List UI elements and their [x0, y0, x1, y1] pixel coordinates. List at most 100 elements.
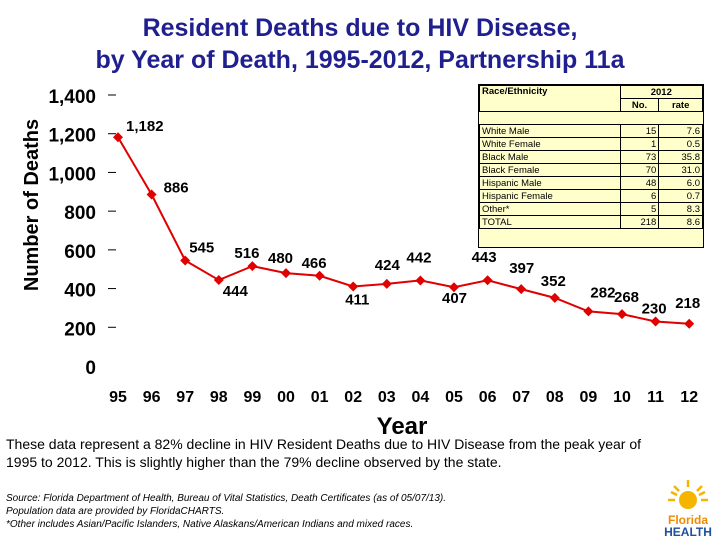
data-point [281, 268, 291, 279]
x-tick-label: 05 [445, 389, 463, 406]
x-tick-label: 02 [344, 389, 362, 406]
y-tick-label: 1,200 [48, 126, 96, 147]
table-cell-label: Hispanic Female [479, 189, 621, 203]
x-tick-label: 03 [378, 389, 396, 406]
data-label: 516 [234, 245, 259, 262]
data-label: 886 [164, 179, 189, 196]
logo-florida-text: Florida [668, 513, 708, 527]
data-point [180, 255, 191, 266]
data-point [650, 316, 661, 327]
table-header-rate: rate [658, 98, 703, 112]
table-cell-rate: 7.6 [658, 124, 703, 138]
data-label: 444 [223, 283, 249, 300]
table-cell-rate: 8.6 [658, 215, 703, 229]
table-cell-rate: 31.0 [658, 163, 703, 177]
table-header-no: No. [619, 98, 660, 112]
x-tick-label: 04 [412, 389, 430, 406]
data-label: 218 [675, 295, 700, 312]
florida-health-logo: Florida HEALTH [664, 480, 712, 538]
table-cell-label: TOTAL [479, 215, 621, 229]
data-point [247, 261, 258, 272]
data-label: 443 [472, 249, 497, 266]
data-label: 545 [189, 240, 214, 257]
table-row: Other* 5 8.3 [479, 202, 703, 216]
table-cell-rate: 0.7 [658, 189, 703, 203]
y-tick-label: 200 [64, 319, 96, 340]
data-label: 442 [406, 249, 431, 266]
x-tick-label: 10 [613, 389, 631, 406]
table-row: Black Female 70 31.0 [479, 163, 703, 177]
other-footnote: *Other includes Asian/Pacific Islanders,… [6, 519, 414, 530]
data-label: 352 [541, 273, 566, 290]
y-tick-label: 1,400 [48, 87, 96, 108]
table-cell-no: 73 [619, 150, 660, 164]
table-cell-no: 15 [619, 124, 660, 138]
source-notes: Source: Florida Department of Health, Bu… [6, 492, 656, 531]
data-point [482, 275, 493, 286]
table-cell-rate: 0.5 [658, 137, 703, 151]
sun-icon [668, 480, 708, 509]
series-line [117, 136, 690, 325]
x-tick-label: 95 [109, 389, 127, 406]
data-point [381, 278, 392, 289]
data-label: 1,182 [126, 118, 164, 135]
table-row: Hispanic Male 48 6.0 [479, 176, 703, 190]
table-cell-no: 218 [619, 215, 660, 229]
y-tick-label: 800 [64, 203, 96, 224]
table-header-race: Race/Ethnicity [479, 85, 621, 112]
chart-title-line-2: by Year of Death, 1995-2012, Partnership… [95, 46, 625, 74]
x-tick-label: 98 [210, 389, 228, 406]
x-tick-label: 06 [479, 389, 497, 406]
data-point [348, 281, 359, 292]
x-tick-label: 07 [512, 389, 530, 406]
data-point [617, 309, 627, 320]
table-cell-no: 48 [619, 176, 660, 190]
table-row: Black Male 73 35.8 [479, 150, 703, 164]
table-cell-no: 1 [619, 137, 660, 151]
table-cell-no: 5 [619, 202, 660, 216]
data-point [113, 132, 123, 143]
x-axis-label: Year [377, 413, 428, 440]
data-label: 397 [509, 260, 534, 277]
table-cell-rate: 35.8 [658, 150, 703, 164]
data-label: 424 [375, 257, 401, 274]
table-cell-label: White Female [479, 137, 621, 151]
x-tick-label: 01 [311, 389, 329, 406]
data-label: 480 [268, 250, 293, 267]
table-cell-label: Black Male [479, 150, 621, 164]
table-cell-label: Other* [479, 202, 621, 216]
table-cell-no: 70 [619, 163, 660, 177]
data-label: 230 [642, 300, 667, 317]
y-tick-label: 0 [85, 358, 96, 379]
x-tick-label: 00 [277, 389, 295, 406]
x-tick-label: 11 [647, 389, 664, 406]
y-tick-label: 600 [64, 242, 96, 263]
table-row: TOTAL 218 8.6 [479, 215, 703, 229]
table-cell-label: Hispanic Male [479, 176, 621, 190]
table-cell-label: Black Female [479, 163, 621, 177]
x-tick-label: 99 [244, 389, 262, 406]
data-label: 282 [590, 284, 615, 301]
source-line: Source: Florida Department of Health, Bu… [6, 493, 447, 504]
data-point [516, 284, 527, 295]
race-ethnicity-table: Race/Ethnicity 2012 No. rate White Male 1… [478, 84, 704, 248]
table-cell-label: White Male [479, 124, 621, 138]
x-tick-label: 97 [176, 389, 194, 406]
data-point [549, 292, 560, 303]
chart-title-line-1: Resident Deaths due to HIV Disease, [142, 14, 578, 42]
data-point [146, 189, 157, 200]
table-header-year: 2012 [619, 85, 704, 99]
table-row: Hispanic Female 6 0.7 [479, 189, 703, 203]
table-cell-rate: 8.3 [658, 202, 703, 216]
x-tick-label: 09 [580, 389, 598, 406]
data-label: 466 [302, 255, 327, 272]
table-row: White Male 15 7.6 [479, 124, 703, 138]
data-point [415, 275, 426, 286]
x-tick-label: 12 [680, 389, 698, 406]
logo-health-text: HEALTH [664, 525, 712, 538]
data-point [314, 270, 325, 281]
data-point [449, 282, 459, 293]
data-label: 268 [614, 289, 639, 306]
table-row: White Female 1 0.5 [479, 137, 703, 151]
